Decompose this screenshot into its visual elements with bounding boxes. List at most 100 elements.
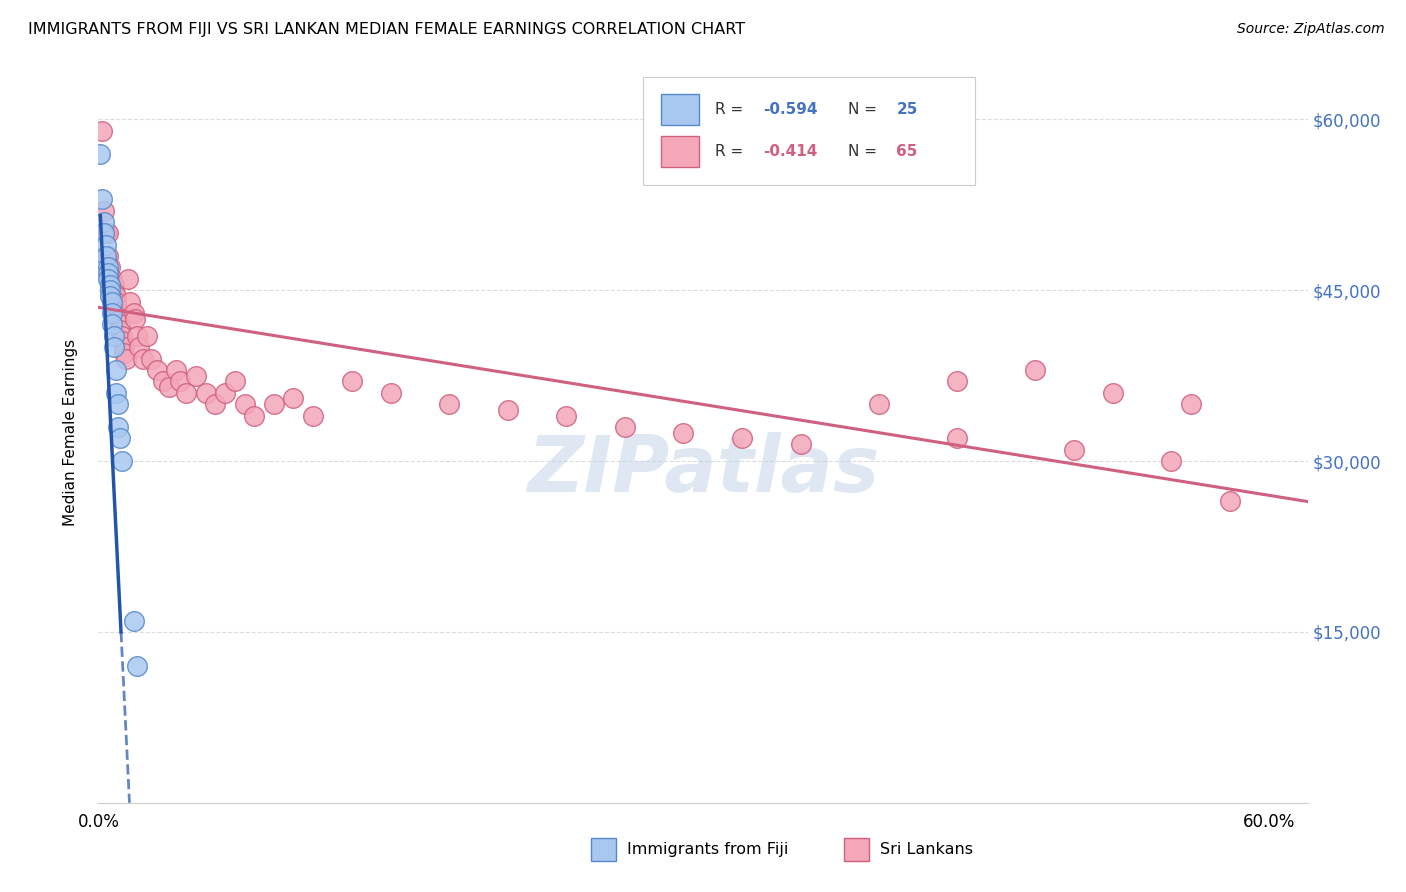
Point (98, 260, 121, 275)
Text: N =: N = (848, 144, 882, 159)
Point (731, 431, 754, 445)
Point (243, 409, 266, 423)
Point (107, 311, 129, 326)
Point (614, 420, 637, 434)
Point (93, 227, 115, 241)
Point (101, 318, 124, 332)
Text: Sri Lankans: Sri Lankans (880, 842, 973, 857)
Point (104, 385, 127, 400)
Point (107, 420, 129, 434)
Point (194, 385, 217, 400)
Point (104, 363, 127, 377)
FancyBboxPatch shape (643, 78, 976, 185)
Point (112, 340, 135, 354)
Point (103, 340, 125, 354)
Point (108, 323, 131, 337)
Point (112, 346, 135, 360)
Point (233, 397, 256, 411)
Point (136, 328, 159, 343)
Point (96, 227, 118, 241)
Point (127, 659, 149, 673)
Point (104, 289, 127, 303)
Point (122, 306, 145, 320)
Point (263, 397, 285, 411)
Point (89, 146, 111, 161)
Point (118, 294, 141, 309)
Point (103, 277, 125, 292)
Point (98, 289, 121, 303)
Point (1180, 397, 1202, 411)
Point (107, 306, 129, 320)
Point (114, 351, 136, 366)
Text: IMMIGRANTS FROM FIJI VS SRI LANKAN MEDIAN FEMALE EARNINGS CORRELATION CHART: IMMIGRANTS FROM FIJI VS SRI LANKAN MEDIA… (28, 22, 745, 37)
Bar (661, 136, 699, 167)
Point (98, 277, 121, 292)
Point (302, 409, 325, 423)
Point (139, 351, 162, 366)
Point (1063, 442, 1085, 457)
Point (93, 203, 115, 218)
Point (104, 294, 127, 309)
Point (111, 334, 134, 349)
Text: -0.414: -0.414 (763, 144, 818, 159)
Point (204, 397, 226, 411)
Point (93, 215, 115, 229)
Point (214, 385, 236, 400)
Point (380, 385, 402, 400)
Point (96, 249, 118, 263)
Point (104, 301, 127, 315)
Point (97, 272, 120, 286)
Point (98, 283, 121, 297)
Point (107, 397, 129, 411)
Point (1160, 454, 1182, 468)
Y-axis label: Median Female Earnings: Median Female Earnings (63, 339, 77, 526)
Point (96, 237, 118, 252)
Point (128, 340, 150, 354)
Point (108, 318, 131, 332)
Point (157, 380, 180, 394)
Point (91, 192, 114, 206)
Point (152, 375, 174, 389)
Point (103, 328, 125, 343)
Point (1219, 494, 1241, 508)
Point (103, 283, 125, 297)
Point (108, 431, 131, 445)
Point (945, 375, 967, 389)
Point (98, 272, 121, 286)
Point (340, 375, 363, 389)
Text: Source: ZipAtlas.com: Source: ZipAtlas.com (1237, 22, 1385, 37)
Point (945, 431, 967, 445)
Point (1024, 363, 1046, 377)
Point (97, 260, 120, 275)
Point (224, 375, 246, 389)
Point (117, 272, 139, 286)
Point (127, 328, 149, 343)
Point (672, 425, 695, 440)
Point (174, 385, 197, 400)
Text: ZIPatlas: ZIPatlas (527, 432, 879, 508)
Point (97, 266, 120, 280)
Point (496, 402, 519, 417)
Point (97, 227, 120, 241)
Point (439, 397, 461, 411)
Point (132, 351, 155, 366)
Point (1101, 385, 1123, 400)
Point (101, 306, 124, 320)
Point (283, 392, 305, 406)
Point (146, 363, 169, 377)
Point (555, 409, 578, 423)
Text: 65: 65 (897, 144, 918, 159)
Point (101, 294, 124, 309)
Point (868, 397, 890, 411)
Point (122, 614, 145, 628)
Point (111, 328, 134, 343)
Point (124, 311, 146, 326)
Text: N =: N = (848, 102, 882, 117)
Point (789, 437, 811, 451)
Text: 25: 25 (897, 102, 918, 117)
Point (91, 124, 114, 138)
Point (165, 363, 187, 377)
Bar (661, 94, 699, 125)
Text: Immigrants from Fiji: Immigrants from Fiji (627, 842, 789, 857)
Point (184, 368, 207, 383)
